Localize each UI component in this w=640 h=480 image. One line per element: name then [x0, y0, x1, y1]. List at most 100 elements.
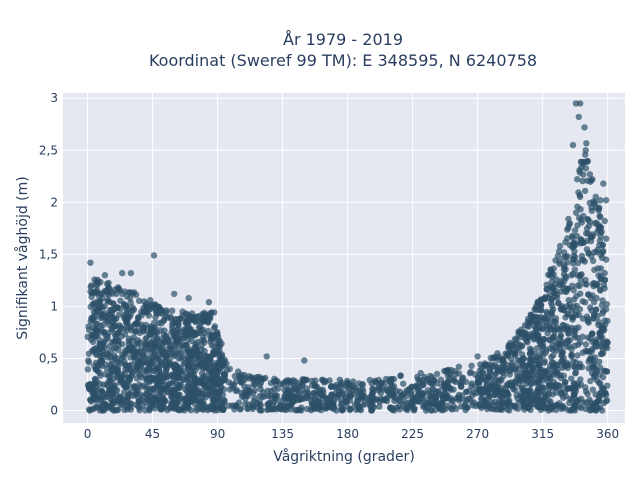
data-point	[602, 343, 609, 350]
data-point	[539, 324, 547, 332]
data-point	[512, 363, 520, 370]
data-point	[85, 326, 93, 334]
data-point	[581, 124, 588, 131]
data-point	[476, 386, 483, 393]
data-point	[574, 176, 581, 183]
data-point	[471, 371, 479, 378]
data-point	[298, 407, 305, 414]
data-point	[439, 393, 446, 400]
data-point	[599, 407, 606, 414]
data-point	[570, 296, 578, 303]
data-point	[154, 329, 161, 336]
data-point	[96, 345, 103, 352]
data-point	[427, 372, 434, 380]
data-point	[121, 331, 129, 338]
data-point	[598, 228, 605, 236]
data-point	[308, 377, 316, 385]
data-point	[84, 366, 92, 373]
data-point	[604, 382, 611, 389]
data-point	[533, 313, 540, 321]
data-point	[520, 388, 528, 395]
data-point	[151, 301, 159, 308]
data-point	[557, 288, 565, 295]
data-point	[508, 379, 515, 386]
data-point	[110, 300, 117, 307]
data-point	[184, 403, 192, 411]
data-point	[599, 247, 607, 255]
data-point	[585, 365, 592, 372]
data-point	[111, 352, 118, 359]
data-point	[168, 372, 175, 380]
data-point	[175, 331, 182, 338]
data-point	[103, 280, 111, 287]
data-point	[296, 396, 303, 403]
data-point	[565, 325, 572, 333]
data-point	[156, 402, 163, 410]
data-point	[580, 257, 587, 264]
data-point	[532, 350, 539, 358]
data-point	[485, 373, 492, 380]
data-point	[335, 391, 342, 399]
data-point	[553, 276, 560, 283]
data-point	[560, 306, 568, 314]
data-point	[468, 362, 475, 369]
data-point	[173, 350, 180, 357]
data-point	[205, 299, 213, 306]
data-point	[575, 113, 582, 121]
data-point	[88, 332, 96, 339]
data-point	[338, 400, 345, 407]
data-point	[471, 399, 478, 406]
data-point	[559, 358, 566, 365]
data-point	[538, 307, 545, 314]
data-point	[549, 306, 557, 313]
data-point	[91, 380, 99, 387]
data-point	[593, 399, 600, 406]
data-point	[524, 393, 532, 400]
data-point	[592, 407, 600, 414]
data-point	[468, 392, 476, 399]
data-point	[216, 404, 224, 412]
data-point	[311, 396, 318, 403]
y-tick-label: 0	[50, 404, 58, 418]
data-point	[577, 100, 584, 107]
data-point	[145, 312, 153, 319]
data-point	[570, 363, 578, 370]
data-point	[600, 325, 607, 332]
data-point	[491, 391, 499, 399]
x-tick-label: 90	[210, 427, 225, 441]
data-point	[553, 401, 560, 409]
data-point	[587, 335, 594, 342]
data-point	[150, 340, 158, 348]
data-point	[568, 346, 575, 353]
data-point	[123, 403, 131, 411]
data-point	[526, 350, 534, 357]
data-point	[597, 286, 604, 293]
data-point	[129, 307, 136, 315]
data-point	[446, 371, 453, 378]
data-point	[506, 397, 513, 404]
data-point	[576, 282, 583, 290]
data-point	[601, 269, 608, 277]
data-point	[235, 368, 242, 375]
data-point	[136, 404, 143, 411]
data-point	[97, 291, 105, 298]
x-tick-label: 225	[401, 427, 424, 441]
data-point	[550, 371, 557, 378]
data-point	[429, 386, 437, 393]
data-point	[86, 396, 94, 403]
data-point	[575, 341, 582, 348]
data-point	[169, 307, 176, 314]
data-point	[550, 363, 557, 371]
data-point	[602, 389, 609, 397]
data-point	[200, 318, 207, 325]
data-point	[597, 197, 604, 204]
data-point	[100, 328, 108, 336]
data-point	[310, 389, 317, 397]
data-point	[537, 302, 545, 309]
data-point	[581, 299, 589, 306]
data-point	[122, 361, 129, 368]
data-point	[230, 382, 238, 389]
data-point	[453, 405, 460, 412]
data-point	[603, 368, 611, 375]
